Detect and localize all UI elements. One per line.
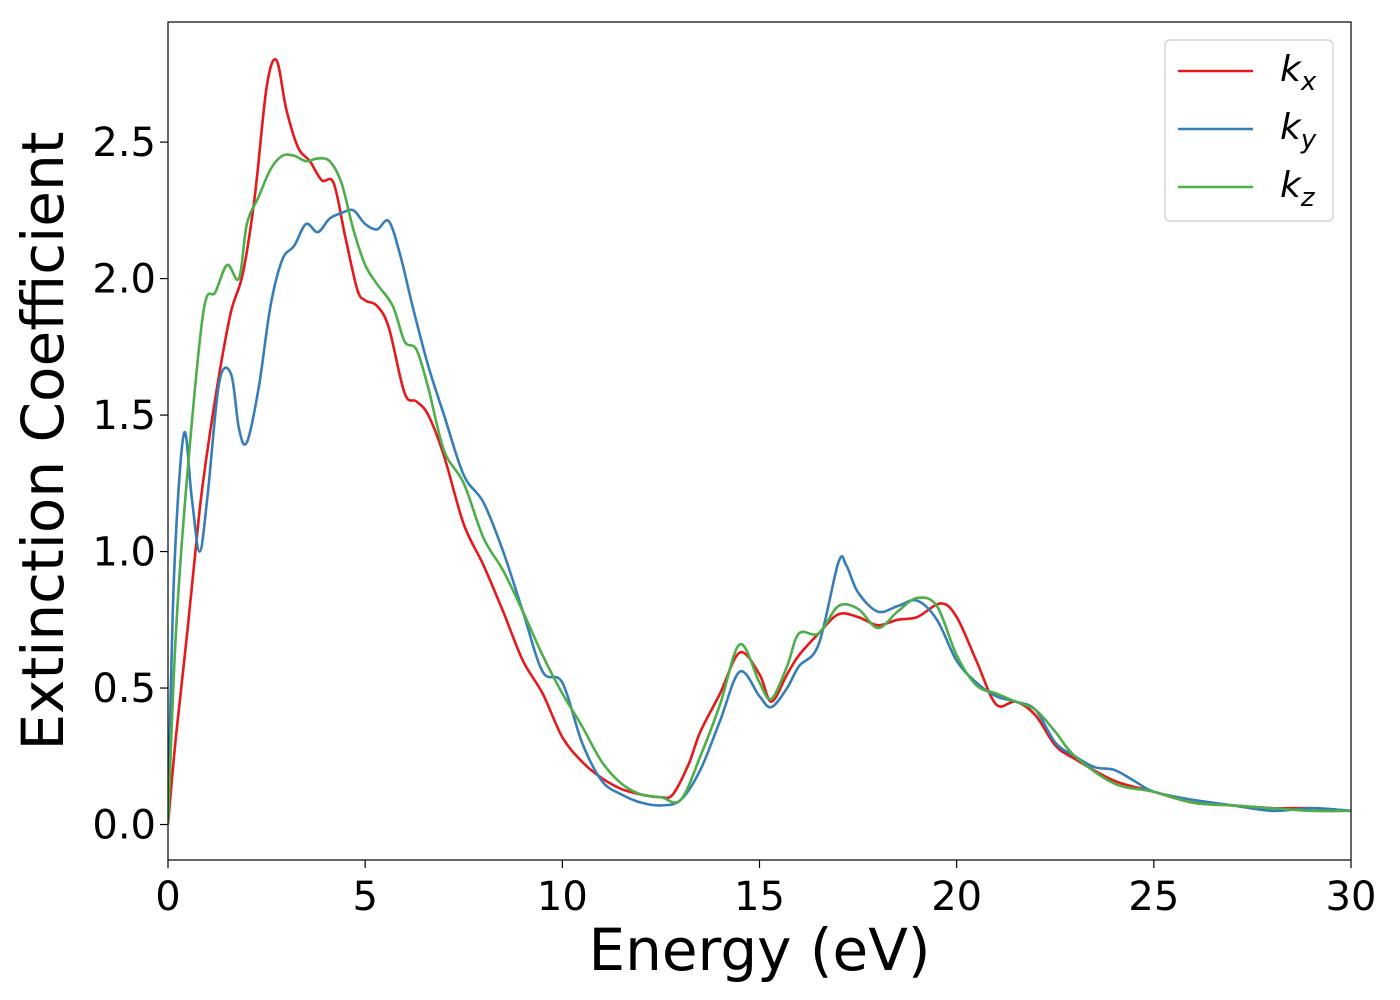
x-axis-label: Energy (eV) bbox=[588, 916, 930, 984]
x-tick-label: 15 bbox=[734, 874, 785, 920]
x-tick-label: 10 bbox=[537, 874, 588, 920]
series-line-k-y bbox=[168, 208, 1351, 825]
legend-label: kx bbox=[1280, 49, 1317, 97]
y-tick-label: 0.5 bbox=[92, 666, 156, 712]
ticks-layer: 0 5 10 15 20 25 30 0.0 0.5 1.0 1.5 2.0 2.5 bbox=[92, 120, 1376, 920]
x-tick-label: 25 bbox=[1128, 874, 1179, 920]
series-line-k-z bbox=[168, 153, 1351, 825]
x-tick-label: 30 bbox=[1326, 874, 1377, 920]
legend-box bbox=[1164, 39, 1334, 222]
x-tick-label: 0 bbox=[155, 874, 180, 920]
x-tick-label: 20 bbox=[931, 874, 982, 920]
y-tick-label: 1.5 bbox=[92, 393, 156, 439]
legend-label: kz bbox=[1280, 165, 1316, 213]
series-layer bbox=[168, 58, 1351, 825]
legend: kx ky kz bbox=[1164, 39, 1334, 222]
y-tick-label: 2.0 bbox=[92, 257, 156, 303]
y-axis-label: Extinction Coefficient bbox=[9, 132, 77, 751]
y-tick-label: 2.5 bbox=[92, 120, 156, 166]
y-tick-label: 1.0 bbox=[92, 530, 156, 576]
x-tick-label: 5 bbox=[352, 874, 377, 920]
y-tick-label: 0.0 bbox=[92, 803, 156, 849]
legend-label: ky bbox=[1280, 107, 1317, 155]
